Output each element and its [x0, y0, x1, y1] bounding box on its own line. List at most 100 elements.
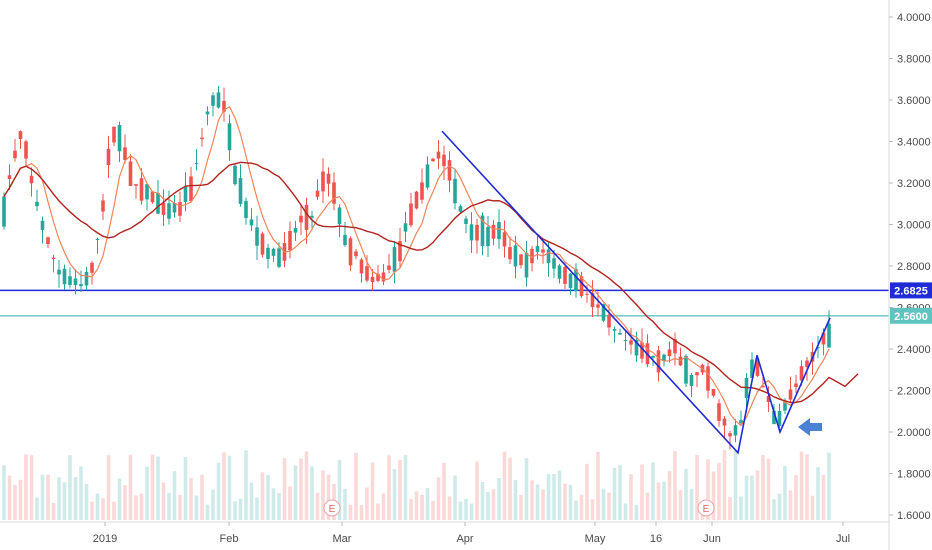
candle-body [546, 249, 551, 264]
candle-body [541, 249, 545, 253]
earnings-marker[interactable]: E [323, 499, 341, 517]
volume-bar [271, 488, 276, 520]
candle-body [29, 175, 34, 184]
candle-body [315, 190, 320, 197]
y-tick-label: 3.6000 [897, 95, 931, 107]
volume-bar [425, 487, 430, 520]
candle-body [634, 339, 639, 356]
candle-body [18, 131, 23, 140]
candle-body [167, 203, 171, 219]
y-tick-label: 2.2000 [897, 386, 931, 398]
price-tag[interactable] [890, 307, 932, 324]
volume-bar [574, 500, 578, 520]
candle-body [321, 171, 325, 192]
volume-bar [497, 478, 501, 520]
candle-body [95, 238, 100, 240]
volume-bar [579, 494, 584, 520]
volume-bar [161, 482, 166, 520]
price-axis [0, 0, 890, 550]
candle-body [579, 276, 584, 296]
candle-body [508, 247, 512, 260]
candle-body [238, 178, 243, 204]
candle-body [601, 304, 606, 321]
candle-body [783, 401, 787, 411]
volume-bar [277, 492, 281, 520]
candle-body [596, 304, 600, 308]
volume-bar [629, 474, 633, 520]
horizontal-lines [0, 289, 889, 317]
volume-bar [678, 489, 683, 520]
volume-bar [46, 474, 50, 520]
y-tick-labels: 4.0000 3.8000 3.6000 3.4000 3.2000 3.0000 2.80… [889, 12, 931, 522]
volume-bar [717, 462, 721, 520]
candle-body [409, 203, 413, 226]
candle-body [387, 265, 391, 270]
volume-bar [321, 470, 325, 520]
volume-bar [634, 504, 639, 520]
candle-body [244, 201, 248, 219]
volume-bar [68, 455, 72, 520]
volume-bar [167, 492, 171, 520]
candle-body [161, 203, 166, 215]
trend-lines [441, 130, 831, 455]
candle-body [277, 248, 281, 267]
volume-bar [156, 456, 160, 520]
volume-bar [722, 450, 727, 520]
candle-body [216, 92, 221, 108]
volume-bar [112, 501, 116, 520]
candle-body [255, 227, 259, 246]
volume-bar [612, 467, 617, 520]
candle-body [84, 272, 89, 286]
candle-body [211, 95, 215, 106]
y-tick-label: 3.8000 [897, 54, 931, 66]
candle-body [310, 215, 314, 218]
volume-bar [447, 496, 452, 520]
volume-bar [733, 450, 738, 520]
volume-bar [18, 479, 23, 520]
volume-bar [106, 455, 111, 520]
volume-bar [519, 495, 523, 520]
candle-body [574, 269, 578, 292]
x-tick-labels: 2019 Feb Mar Apr May 16 Jun Jul [93, 522, 850, 545]
candle-body [299, 215, 303, 223]
candle-body [73, 278, 78, 286]
candle-body [24, 141, 28, 159]
volume-bar [95, 493, 100, 520]
volume-bar [354, 452, 358, 520]
volume-bar [216, 462, 221, 520]
moving-averages [3, 106, 859, 427]
earnings-marker[interactable]: E [697, 499, 715, 517]
price-tags[interactable]: 2.6825 2.5600 [890, 282, 932, 324]
volume-bar [90, 501, 94, 520]
volume-bar [750, 475, 754, 520]
volume-bar [365, 487, 369, 520]
candle-body [695, 372, 699, 376]
candle-body [123, 147, 127, 160]
candle-body [524, 252, 529, 278]
candle-body [480, 215, 485, 246]
candle-body [442, 154, 446, 167]
volume-bar [139, 493, 144, 520]
volume-layer [2, 450, 831, 520]
x-tick-label: Apr [456, 533, 473, 545]
candle-body [359, 259, 364, 274]
price-tag[interactable] [890, 282, 932, 299]
volume-bar [535, 484, 540, 520]
volume-bar [233, 501, 237, 520]
x-tick-label: Jun [703, 533, 721, 545]
candle-body [447, 160, 452, 181]
volume-bar [13, 485, 17, 520]
volume-bar [541, 489, 545, 520]
volume-bar [799, 451, 804, 520]
volume-bar [348, 504, 353, 520]
candle-body [150, 191, 155, 203]
volume-bar [172, 471, 177, 520]
candle-body [667, 349, 672, 357]
candle-body [497, 222, 501, 240]
candle-body [684, 355, 688, 384]
volume-bar [260, 472, 265, 520]
volume-bar [508, 457, 512, 520]
candle-body [117, 125, 122, 152]
